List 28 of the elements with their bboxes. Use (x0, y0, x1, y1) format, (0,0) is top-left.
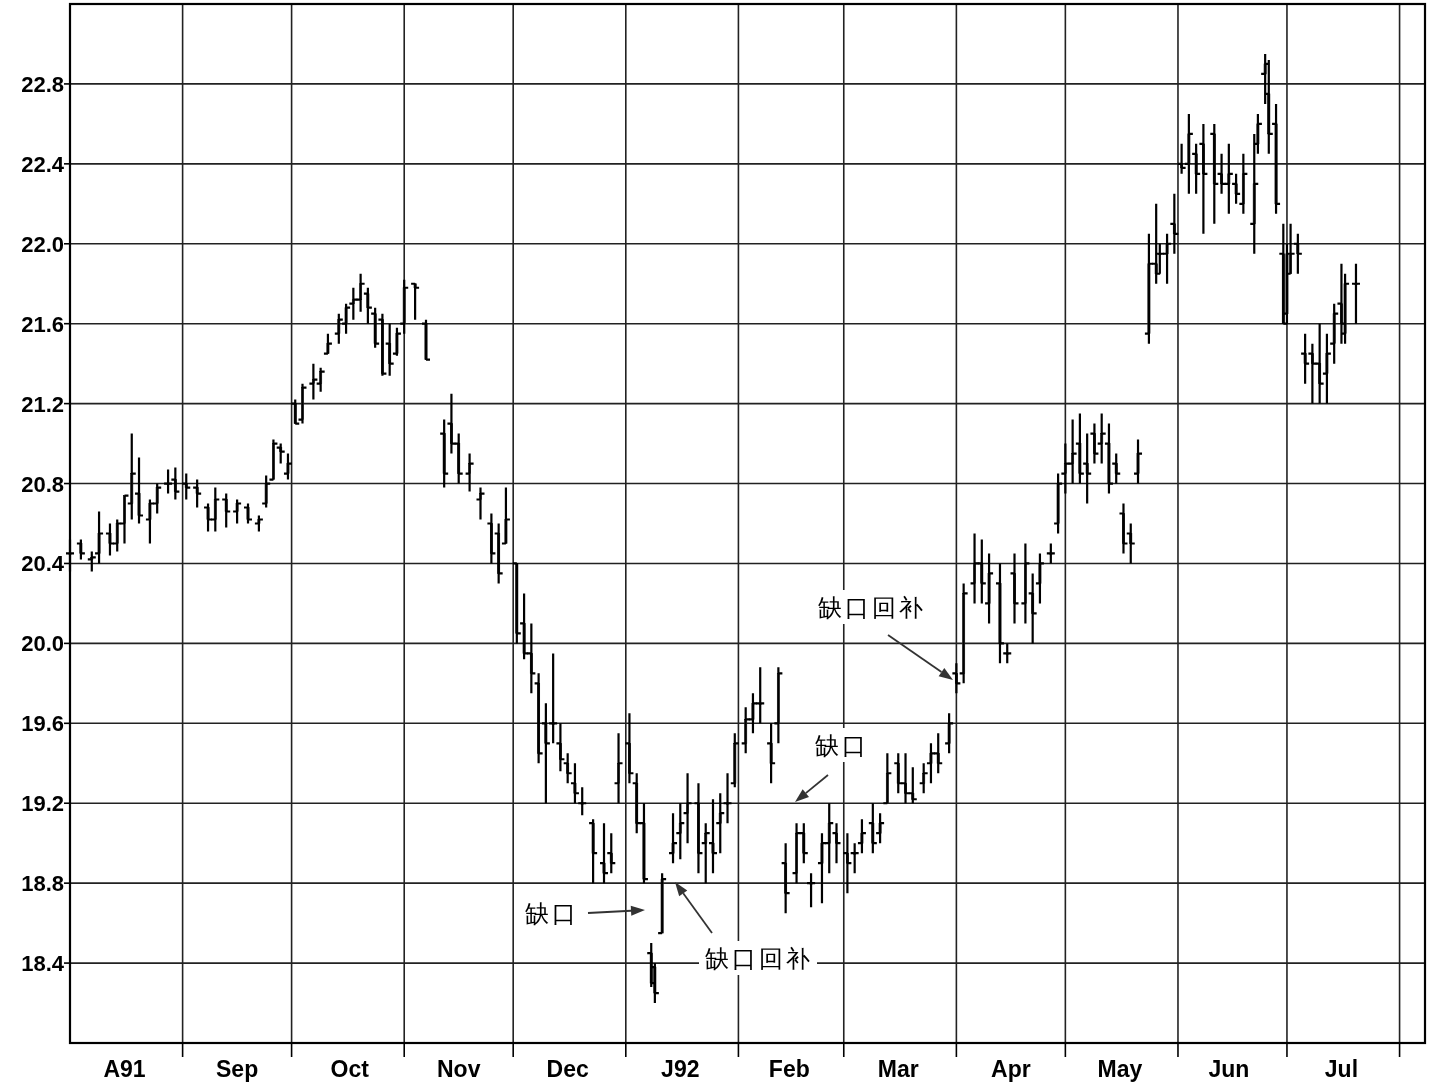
y-tick-label: 21.6 (21, 311, 64, 337)
annotation: 缺口 (815, 732, 869, 760)
x-tick-label: Dec (546, 1056, 589, 1082)
x-tick-label: Jul (1324, 1056, 1359, 1082)
x-tick-label: Jun (1208, 1056, 1250, 1082)
y-tick-label: 19.2 (21, 791, 64, 817)
y-tick-label: 18.4 (21, 951, 65, 977)
y-tick-label: 20.0 (21, 631, 64, 657)
y-tick-label: 21.2 (21, 391, 64, 417)
x-tick-label: Apr (991, 1056, 1031, 1082)
y-tick-label: 19.6 (21, 711, 64, 737)
x-tick-label: Oct (330, 1056, 370, 1082)
annotation: 缺口回补 (818, 594, 926, 622)
x-tick-label: Nov (436, 1056, 481, 1082)
y-tick-label: 18.8 (21, 871, 64, 897)
y-tick-label: 22.4 (21, 151, 65, 177)
x-tick-label: Mar (877, 1056, 919, 1082)
x-tick-label: J92 (661, 1056, 700, 1082)
y-tick-label: 20.4 (21, 551, 65, 577)
y-tick-label: 22.0 (21, 231, 64, 257)
x-tick-label: Sep (216, 1056, 259, 1082)
y-tick-label: 22.8 (21, 71, 64, 97)
annotation: 缺口回补 (705, 945, 813, 973)
x-tick-label: Feb (768, 1056, 810, 1082)
x-tick-label: A91 (103, 1056, 146, 1082)
y-tick-label: 20.8 (21, 471, 64, 497)
annotation: 缺口 (525, 900, 579, 928)
x-tick-label: May (1097, 1056, 1143, 1082)
